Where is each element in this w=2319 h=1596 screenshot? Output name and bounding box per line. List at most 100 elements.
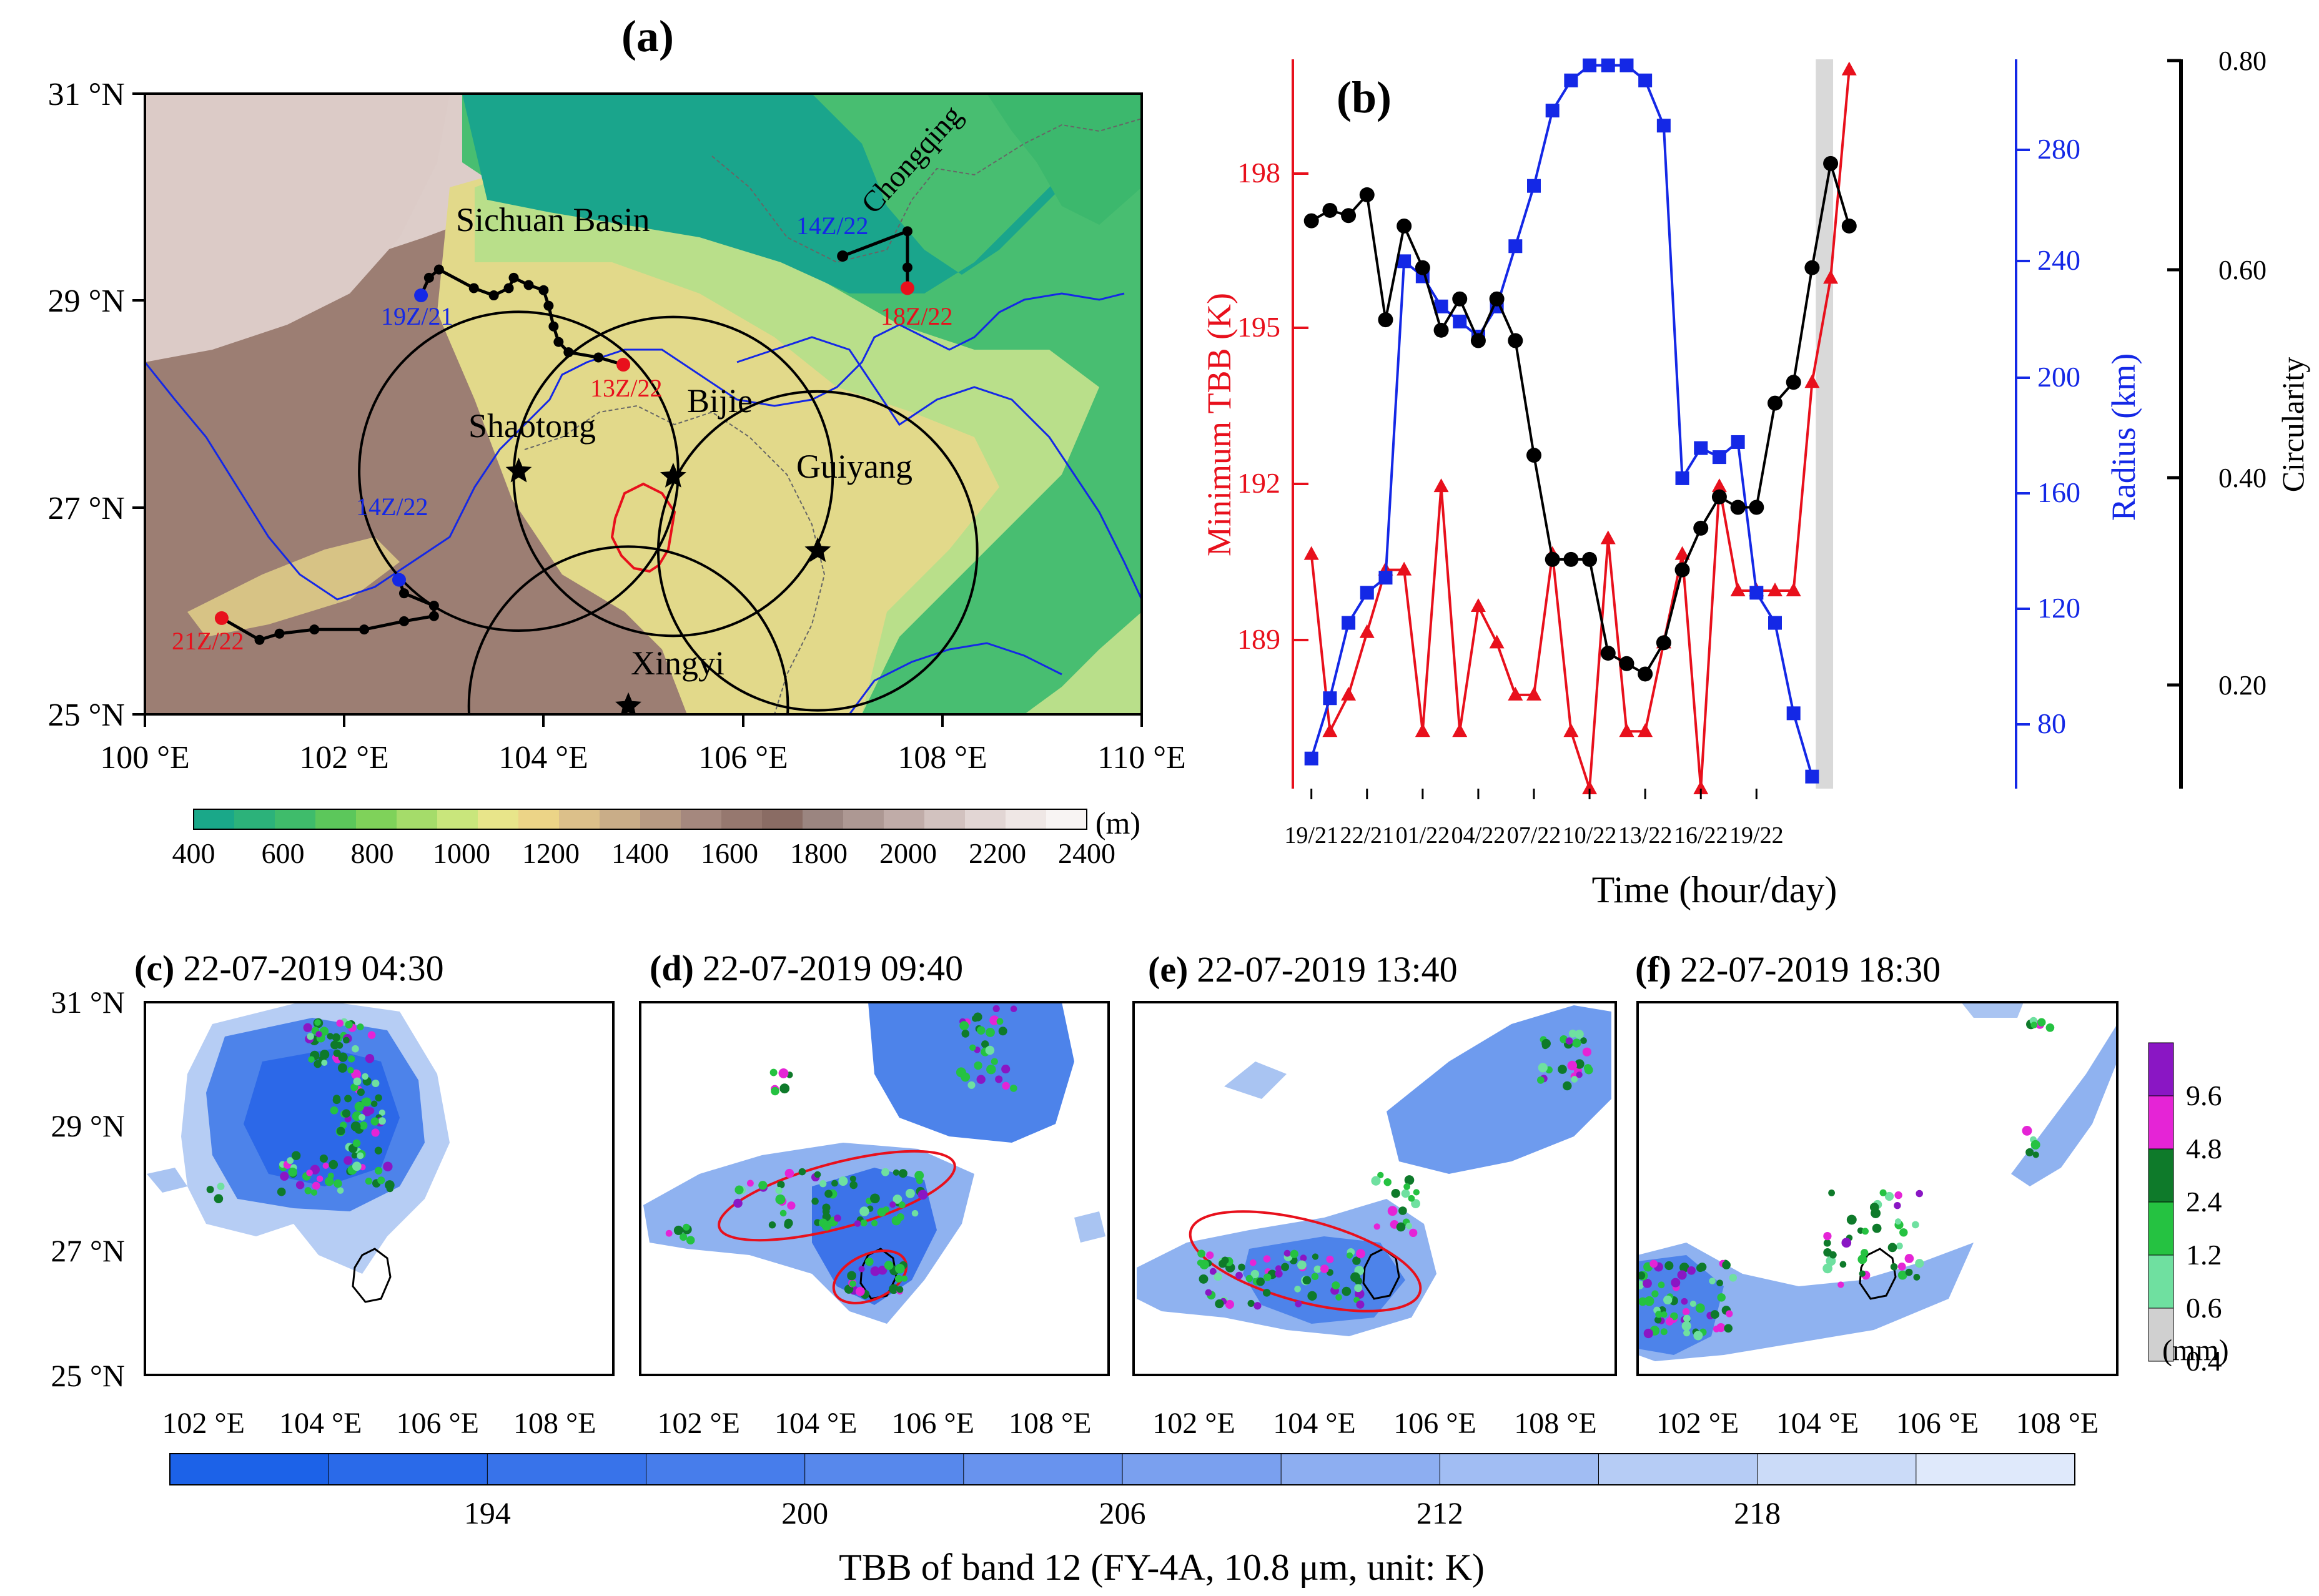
small-lon-labels: 102 °E 104 °E 106 °E 108 °E 102 °E 104 °E 106 … (162, 1407, 2099, 1440)
precip-dot (778, 1068, 789, 1078)
precip-dot (1841, 1238, 1852, 1248)
precip-dot (330, 1040, 340, 1050)
circularity-marker (1359, 187, 1375, 202)
precip-dot (291, 1151, 301, 1161)
right-axis-ticks (2167, 59, 2181, 687)
x-tick-label: 10/22 (1563, 822, 1617, 849)
terrain-colorbar-tick-label: 600 (262, 837, 305, 869)
precip-dot (365, 1053, 375, 1063)
left-axis-title: Minimum TBB (K) (1200, 293, 1238, 556)
precip-dot (1660, 1328, 1668, 1336)
precip-dot (1538, 1063, 1548, 1073)
precip-dot (1722, 1261, 1731, 1269)
precip-dot (1861, 1228, 1869, 1235)
precip-dot (217, 1183, 225, 1190)
terrain-colorbar-swatch (843, 809, 884, 829)
precip-dot (2025, 1148, 2034, 1156)
precip-dot (1884, 1191, 1894, 1201)
tbb-cloud-f-top (1961, 1002, 2024, 1018)
precip-dot (1342, 1286, 1352, 1296)
track-point (392, 573, 406, 587)
circularity-marker (1433, 322, 1449, 338)
tbb-marker (1693, 781, 1709, 794)
precip-dot (1584, 1065, 1593, 1075)
admin-boundary-2 (524, 405, 826, 714)
precip-dot (1320, 1264, 1329, 1273)
terrain-colorbar-tick-label: 1000 (433, 837, 490, 869)
precip-dot (295, 1181, 305, 1190)
precip-dot (1644, 1296, 1654, 1306)
track-point (902, 262, 912, 273)
precip-dot (1283, 1249, 1291, 1257)
precip-dot (327, 1033, 334, 1040)
small-lat-label: 27 °N (51, 1233, 125, 1268)
small-lon-label: 102 °E (1152, 1407, 1235, 1440)
precip-dot (1398, 1206, 1407, 1215)
precip-dot (1823, 1239, 1831, 1247)
circularity-marker (1619, 656, 1634, 671)
precip-dot (992, 1005, 1000, 1013)
precip-dot (337, 1187, 344, 1194)
tbb-marker (1452, 723, 1468, 737)
precip-dot (370, 1117, 379, 1126)
precip-dot (894, 1274, 903, 1283)
track-point (254, 634, 265, 645)
terrain-colorbar-swatch (803, 809, 844, 829)
precip-dot (1010, 1005, 1017, 1012)
radius-marker (1360, 586, 1374, 600)
lon-label: 102 °E (299, 740, 389, 776)
precip-dot (1716, 1279, 1723, 1287)
terrain-colorbar-swatch (721, 809, 763, 829)
track-point (900, 281, 914, 295)
circularity-marker (1526, 448, 1541, 463)
yellow-valley (187, 537, 400, 637)
track-point (414, 288, 428, 303)
precip-dot (1894, 1191, 1902, 1199)
time-label-18z22: 18Z/22 (881, 302, 953, 330)
precip-dot (911, 1209, 919, 1217)
track-point (563, 347, 574, 358)
precip-dot (377, 1176, 385, 1185)
precip-dot (1638, 1271, 1646, 1280)
terrain-colorbar-swatch (234, 809, 275, 829)
lon-label: 106 °E (698, 740, 788, 776)
left-tick-label: 195 (1237, 311, 1280, 343)
precip-dot (1541, 1042, 1549, 1050)
precip-legend-swatch (2148, 1201, 2174, 1256)
track-point (543, 300, 554, 311)
precip-dot (811, 1198, 819, 1205)
radius-marker (1749, 586, 1764, 600)
terrain-colorbar-swatch (640, 809, 681, 829)
precip-dot (386, 1185, 393, 1193)
precip-dot (288, 1167, 297, 1177)
precip-dot (1576, 1071, 1583, 1078)
precip-dot (375, 1094, 382, 1101)
precip-dot (1829, 1251, 1837, 1259)
panel-c-label: (c) 22-07-2019 04:30 (134, 948, 444, 988)
precip-legend-tick: 4.8 (2186, 1133, 2222, 1165)
precip-dots-e (1197, 1029, 1593, 1310)
mid-axis-labels: 280 240 200 160 120 80 (2037, 133, 2080, 739)
terrain-colorbar-swatch (397, 809, 438, 829)
small-lon-label: 102 °E (1656, 1407, 1739, 1440)
tbb-colorbar-swatch (1598, 1453, 1758, 1485)
precip-dot (1346, 1252, 1353, 1259)
precip-dot (824, 1190, 833, 1198)
precip-legend-tick: 9.6 (2186, 1080, 2222, 1111)
precip-dot (378, 1109, 385, 1116)
precip-dot (1651, 1290, 1659, 1298)
precip-dot (1209, 1268, 1217, 1275)
precip-dot (858, 1266, 865, 1273)
tbb-marker (1508, 686, 1523, 701)
terrain-colorbar-swatch (600, 809, 641, 829)
track-point (548, 321, 559, 332)
precip-dot (1654, 1316, 1662, 1324)
precip-dot (1238, 1263, 1245, 1271)
precip-dot (819, 1180, 827, 1188)
precip-dot (1275, 1269, 1283, 1278)
precip-dot (1572, 1038, 1581, 1048)
tbb-marker (1711, 478, 1727, 493)
mid-tick-label: 80 (2037, 707, 2066, 739)
circularity-marker (1545, 551, 1560, 567)
